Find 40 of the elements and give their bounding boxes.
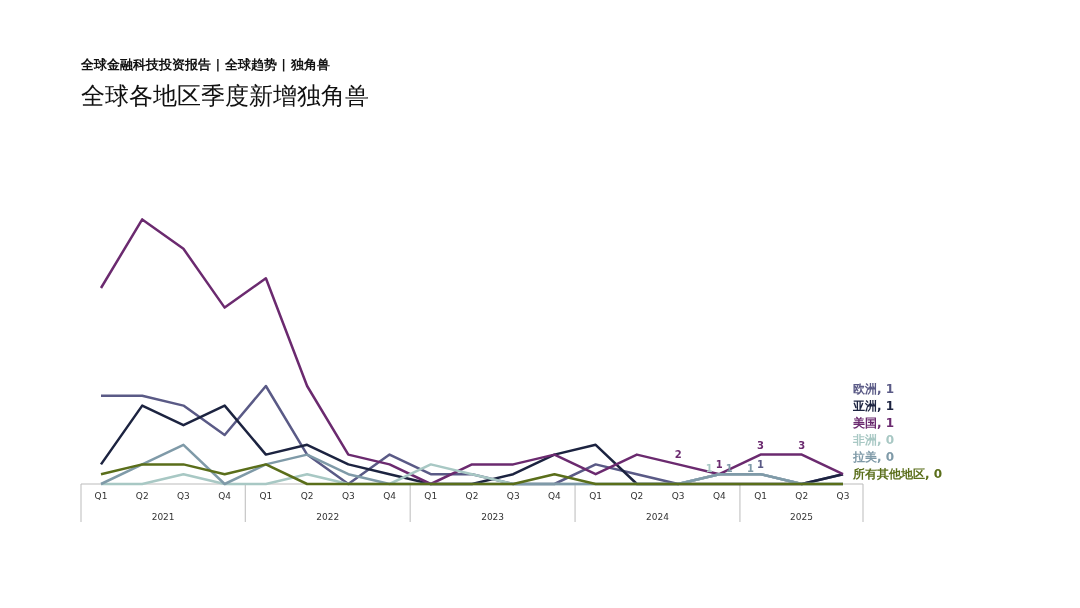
series-label: 拉美, 0 xyxy=(852,450,895,464)
data-label: 1 xyxy=(747,463,755,475)
data-label: 3 xyxy=(798,439,806,451)
chart-title: 全球各地区季度新增独角兽 xyxy=(81,82,369,110)
x-tick-label: Q1 xyxy=(424,491,438,501)
series-label: 所有其他地区, 0 xyxy=(852,467,943,481)
x-tick-label: Q3 xyxy=(177,491,190,501)
text: 2025 xyxy=(790,512,813,522)
text: 亚洲, 1 xyxy=(852,399,895,413)
x-tick-label: Q3 xyxy=(671,491,685,501)
x-tick-label: Q3 xyxy=(506,491,520,501)
x-tick-label: Q2 xyxy=(300,491,314,501)
text: 2024 xyxy=(646,512,670,522)
x-tick-label: Q1 xyxy=(754,491,767,501)
x-tick-label: Q1 xyxy=(94,491,108,501)
x-tick-label: Q2 xyxy=(465,491,479,501)
x-tick-label: Q4 xyxy=(383,491,397,501)
text: 2021 xyxy=(151,512,175,522)
text: 非洲, 0 xyxy=(852,433,895,447)
data-label: 1 xyxy=(725,463,733,475)
x-tick-label: Q4 xyxy=(712,491,727,501)
chart-subtitle: 全球金融科技投资报告 | 全球趋势 | 独角兽 xyxy=(80,57,330,72)
data-label: 1 xyxy=(705,463,713,475)
text: 2023 xyxy=(481,512,505,522)
x-tick-label: Q2 xyxy=(135,491,149,501)
x-tick-label: Q1 xyxy=(259,491,273,501)
data-label: 2 xyxy=(674,449,682,461)
x-tick-label: Q3 xyxy=(836,491,850,501)
data-label: 3 xyxy=(757,439,765,451)
x-tick-label: Q1 xyxy=(589,491,603,501)
data-label: 1 xyxy=(757,459,765,471)
data-label: 1 xyxy=(715,459,723,471)
x-tick-label: Q2 xyxy=(795,491,809,501)
text: 美国, 1 xyxy=(852,416,895,430)
text: 欧洲, 1 xyxy=(853,382,895,396)
x-tick-label: Q4 xyxy=(218,491,232,501)
text: 2022 xyxy=(316,512,340,522)
x-tick-label: Q4 xyxy=(548,491,562,501)
x-tick-label: Q2 xyxy=(630,491,644,501)
x-tick-label: Q3 xyxy=(341,491,355,501)
